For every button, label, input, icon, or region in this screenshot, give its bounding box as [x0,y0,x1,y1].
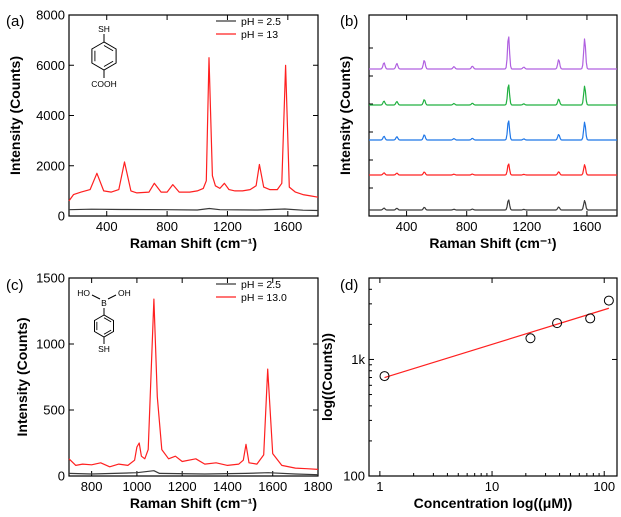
panel-a-series-1 [68,57,319,202]
panel-a-label: (a) [6,13,24,30]
panel-d-ylabel: log((Counts)) [319,333,335,421]
panel-c-x-tick-label: 1600 [258,479,287,494]
panel-c-legend-label: pH = 2.5 [241,279,281,291]
panel-a-molecule-ring-double-bond [103,45,114,52]
panel-c-molecule-boron: B [101,298,107,308]
panel-c-y-tick-label: 1500 [36,271,65,286]
panel-b-label: (b) [340,13,358,30]
panel-d-y-tick-label: 1k [351,352,365,367]
panel-b-series-4 [369,36,617,70]
panel-b-series-1 [369,163,617,176]
panel-a-series-0 [68,207,319,212]
panel-c-bond-left [91,294,101,300]
panel-c-series-1 [68,298,319,470]
panel-d-y-tick-label: 100 [343,469,365,484]
panel-c-x-tick-label: 1800 [304,479,333,494]
panel-c-x-tick-label: 1000 [122,479,151,494]
panel-c-frame [68,277,319,477]
panel-a-molecule-top: SH [98,24,110,34]
panel-a-legend-label: pH = 13 [241,29,278,41]
panel-a-y-tick-label: 6000 [36,58,65,73]
panel-a-ylabel: Intensity (Counts) [7,56,23,175]
panel-c-y-tick-label: 0 [58,469,65,484]
panel-a-xlabel: Raman Shift (cm⁻¹) [130,235,257,251]
panel-a-x-tick-label: 400 [96,219,118,234]
panel-a-y-tick-label: 0 [58,209,65,224]
panel-b-series-3 [369,84,617,106]
panel-a-y-tick-label: 4000 [36,108,65,123]
panel-d-x-tick-label: 10 [485,479,499,494]
panel-c-series-0 [68,470,319,476]
panel-c-y-tick-label: 1000 [36,337,65,352]
panel-c-molecule-ring-double-bond [103,317,112,323]
panel-d-point [603,295,614,306]
panel-c-x-tick-label: 1200 [168,479,197,494]
panel-b-x-tick-label: 1200 [512,219,541,234]
panel-d-frame [368,277,618,477]
panel-a-x-tick-label: 800 [156,219,178,234]
panel-b-x-tick-label: 1600 [572,219,601,234]
panel-b-x-tick-label: 400 [396,219,418,234]
panel-b-xlabel: Raman Shift (cm⁻¹) [429,235,556,251]
panel-c-label: (c) [6,277,24,294]
panel-d-label: (d) [340,277,358,294]
panel-a-molecule-bottom: COOH [91,79,117,89]
panel-b-series-2 [369,120,617,141]
panel-c-ylabel: Intensity (Counts) [14,318,30,437]
panel-d-point [552,318,563,329]
panel-d-x-tick-label: 1 [376,479,383,494]
panel-c-molecule-ring-double-bond [103,329,112,335]
panel-a-y-tick-label: 2000 [36,158,65,173]
panel-a-y-tick-label: 8000 [36,8,65,23]
panel-c-legend-label: pH = 13.0 [241,292,287,304]
panel-c-molecule-left: HO [77,288,90,298]
panel-c-molecule-right: OH [118,288,131,298]
panel-d-xlabel: Concentration log((μM)) [414,495,573,511]
panel-d-fit-line [384,307,610,379]
panel-c-x-tick-label: 800 [81,479,103,494]
panel-b-x-tick-label: 800 [456,219,478,234]
panel-d-point [525,333,536,344]
panel-c-x-tick-label: 1400 [213,479,242,494]
panel-a-molecule-ring [91,41,117,71]
panel-a-molecule-ring-double-bond [103,60,114,67]
panel-d-x-tick-label: 100 [593,479,615,494]
panel-d-point [379,371,390,382]
panel-a-x-tick-label: 1600 [273,219,302,234]
panel-a-legend-label: pH = 2.5 [241,16,281,28]
panel-a-x-tick-label: 1200 [213,219,242,234]
panel-c-xlabel: Raman Shift (cm⁻¹) [130,495,257,511]
panel-b-frame [368,14,618,217]
panel-c-molecule-ring [94,314,114,338]
panel-b-ylabel: Intensity (Counts) [337,56,353,175]
panel-c-molecule-bottom: SH [98,344,110,354]
panel-b-series-0 [369,199,617,211]
panel-d-point [585,313,596,324]
panel-c-y-tick-label: 500 [43,403,65,418]
panel-c-bond-right [107,294,117,300]
